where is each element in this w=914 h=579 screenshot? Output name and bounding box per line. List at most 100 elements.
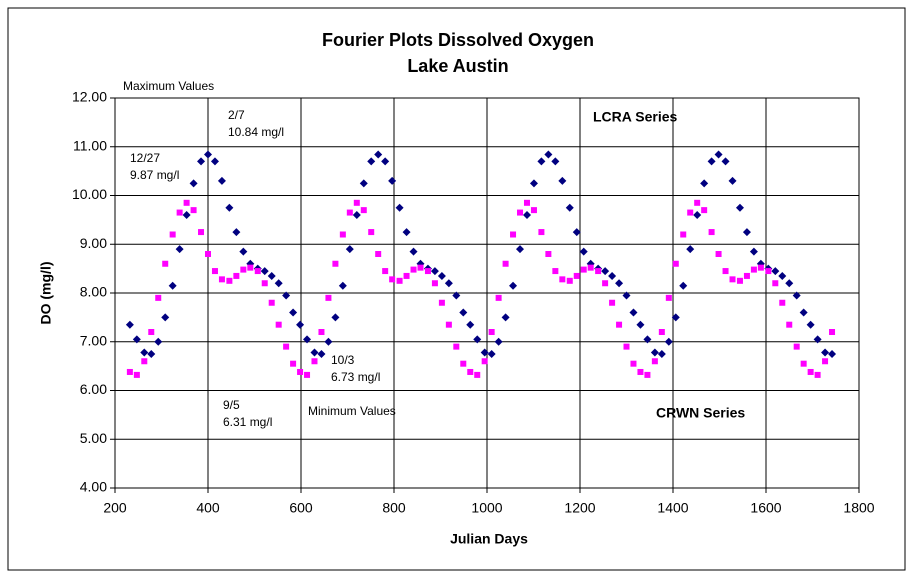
point (283, 343, 290, 350)
point (566, 277, 573, 284)
chart-title: Fourier Plots Dissolved Oxygen (322, 30, 594, 50)
point (822, 358, 829, 365)
point (345, 245, 354, 254)
point (267, 271, 276, 280)
point (473, 335, 482, 344)
point (481, 358, 488, 365)
point (772, 280, 779, 287)
point (290, 360, 297, 367)
y-tick-label: 5.00 (80, 430, 107, 446)
point (297, 368, 304, 375)
point (658, 329, 665, 335)
point (622, 291, 631, 300)
point (707, 157, 716, 166)
point (679, 281, 688, 290)
point (729, 276, 736, 283)
point (296, 320, 305, 329)
y-tick-label: 10.00 (72, 186, 107, 202)
point (389, 276, 396, 283)
point (650, 348, 659, 357)
point (155, 294, 162, 301)
annotation: Minimum Values (308, 404, 396, 418)
point (240, 266, 247, 273)
point (190, 207, 197, 214)
point (693, 211, 702, 219)
point (409, 247, 418, 256)
point (623, 343, 630, 350)
point (494, 337, 503, 346)
point (161, 313, 170, 322)
point (226, 277, 233, 284)
point (742, 228, 751, 237)
chart-subtitle: Lake Austin (407, 56, 508, 76)
point (749, 247, 758, 256)
point (750, 266, 757, 273)
point (204, 150, 212, 159)
point (644, 371, 651, 378)
point (325, 294, 332, 301)
series-label: LCRA Series (593, 109, 678, 125)
point (396, 277, 403, 284)
point (388, 176, 397, 185)
point (579, 247, 588, 256)
point (686, 245, 695, 254)
point (538, 229, 545, 236)
point (523, 199, 530, 206)
point (587, 264, 594, 271)
point (701, 207, 708, 214)
point (495, 294, 502, 301)
point (125, 320, 134, 329)
point (332, 260, 339, 267)
point (175, 245, 184, 254)
y-tick-label: 4.00 (80, 479, 107, 495)
point (331, 313, 340, 322)
point (792, 291, 801, 300)
point (260, 267, 269, 276)
point (687, 209, 694, 216)
point (522, 211, 531, 219)
annotation: 10/3 (331, 353, 355, 367)
point (722, 268, 729, 275)
point (657, 349, 666, 358)
point (672, 260, 679, 267)
point (254, 268, 261, 275)
annotation: 6.31 mg/l (223, 415, 272, 429)
point (602, 280, 609, 287)
point (708, 229, 715, 236)
point (778, 271, 787, 280)
point (509, 281, 518, 290)
x-tick-label: 200 (103, 500, 127, 516)
point (225, 203, 234, 212)
point (452, 291, 461, 300)
point (198, 229, 205, 236)
point (460, 360, 467, 367)
point (608, 271, 617, 280)
point (664, 337, 673, 346)
annotation: 9/5 (223, 398, 240, 412)
point (630, 360, 637, 367)
point (239, 247, 248, 256)
point (715, 251, 722, 257)
point (375, 251, 382, 257)
point (303, 335, 312, 344)
point (147, 349, 156, 358)
point (339, 231, 346, 238)
point (141, 358, 148, 365)
point (132, 335, 141, 344)
point (318, 329, 325, 335)
point (700, 179, 709, 188)
point (601, 267, 610, 276)
point (274, 279, 283, 288)
point (616, 321, 623, 328)
annotation: 9.87 mg/l (130, 168, 179, 182)
point (517, 209, 524, 216)
y-tick-label: 11.00 (73, 137, 107, 153)
point (544, 150, 553, 159)
point (580, 266, 587, 273)
x-tick-label: 1800 (843, 500, 874, 516)
point (467, 368, 474, 375)
point (205, 251, 211, 257)
point (381, 157, 390, 166)
point (559, 276, 566, 283)
point (368, 229, 375, 236)
